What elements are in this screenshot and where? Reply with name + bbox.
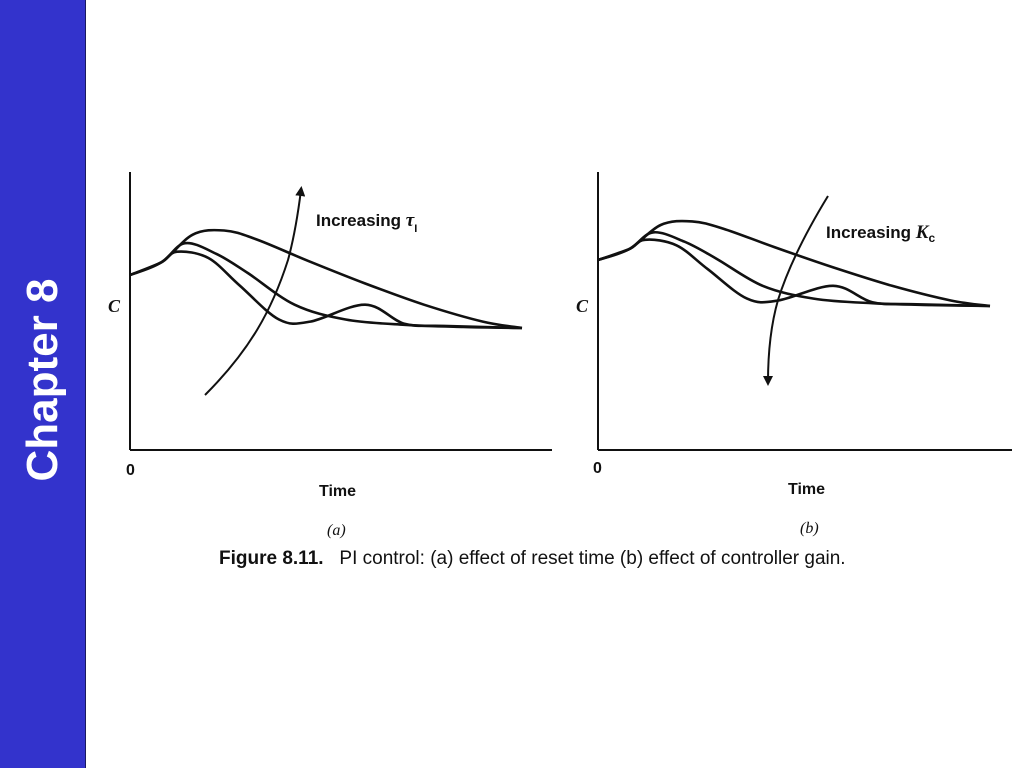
panel-b-annotation-symbol: K — [915, 222, 930, 243]
panel-b: C 0 Time (b) Increasing Kc — [576, 172, 1012, 537]
panel-b-x-tick-0: 0 — [593, 460, 602, 477]
panel-b-series — [597, 219, 991, 308]
panel-a-annotation: Increasing τI — [316, 210, 417, 235]
panel-a-annotation-symbol: τ — [406, 210, 415, 231]
panel-a-arrow — [204, 186, 306, 396]
panel-b-y-label: C — [576, 296, 589, 316]
panel-b-series-3-line — [597, 219, 991, 308]
panel-a-series — [129, 228, 523, 330]
chapter-sidebar: Chapter 8 — [0, 0, 86, 768]
panel-b-x-label: Time — [788, 481, 825, 498]
panel-b-annotation: Increasing Kc — [826, 222, 935, 245]
panel-a-y-label: C — [108, 296, 121, 316]
panel-a-x-label: Time — [319, 483, 356, 500]
panel-a-annotation-subscript: I — [414, 223, 417, 235]
panel-a-x-tick-0: 0 — [126, 462, 135, 479]
panel-a-annotation-text: Increasing — [316, 211, 406, 230]
figure-caption-label: Figure 8.11. — [219, 548, 324, 569]
panel-b-arrow — [763, 195, 829, 386]
panel-b-annotation-subscript: c — [928, 231, 935, 245]
panel-a-series-3-line — [129, 228, 523, 330]
panel-b-panel-label: (b) — [800, 520, 819, 537]
panel-a-panel-label: (a) — [327, 522, 346, 539]
panel-b-annotation-text: Increasing — [826, 223, 916, 242]
panel-a: C 0 Time (a) Increasing τI — [108, 172, 552, 539]
figure-caption: Figure 8.11. PI control: (a) effect of r… — [219, 548, 846, 570]
figure-caption-text: PI control: (a) effect of reset time (b)… — [339, 548, 846, 569]
